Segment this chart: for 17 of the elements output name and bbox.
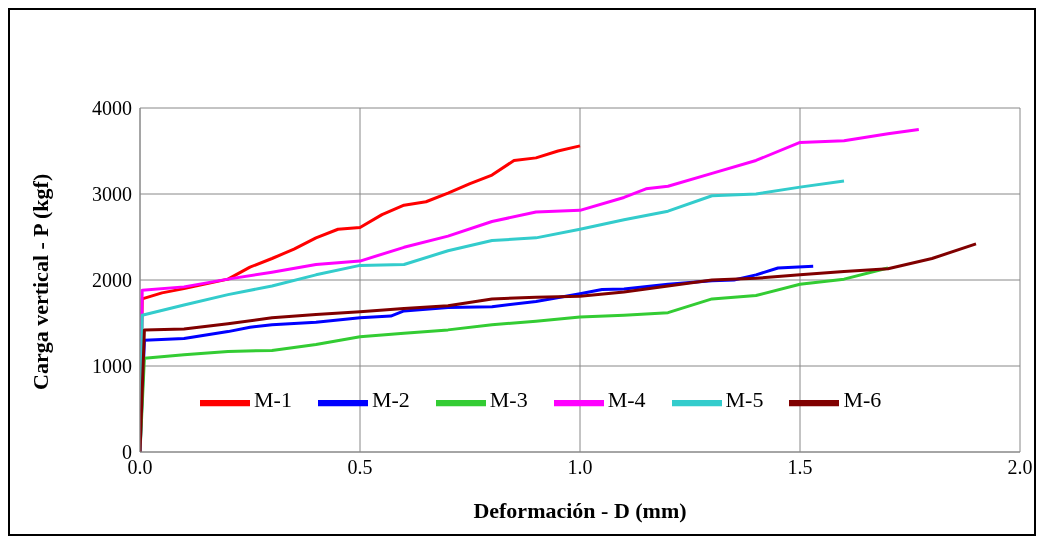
legend-label: M-6 — [843, 386, 882, 412]
y-axis-title: Carga vertical - P (kgf) — [27, 173, 53, 390]
x-tick-label: 1.0 — [567, 456, 593, 479]
legend-label: M-4 — [607, 386, 646, 412]
legend-label: M-1 — [254, 386, 292, 412]
x-tick-label: 2.0 — [1007, 456, 1033, 479]
x-tick-label: 0.5 — [347, 456, 373, 479]
legend-label: M-3 — [489, 386, 528, 412]
line-series — [140, 242, 978, 452]
legend-label: M-5 — [725, 386, 764, 412]
y-tick-label: 2000 — [92, 269, 132, 292]
legend-label: M-2 — [371, 386, 410, 412]
x-tick-label: 1.5 — [787, 456, 813, 479]
y-tick-label: 4000 — [92, 97, 132, 120]
y-tick-label: 3000 — [92, 183, 132, 206]
x-axis-title: Deformación - D (mm) — [473, 498, 687, 523]
y-tick-label: 1000 — [92, 355, 132, 378]
